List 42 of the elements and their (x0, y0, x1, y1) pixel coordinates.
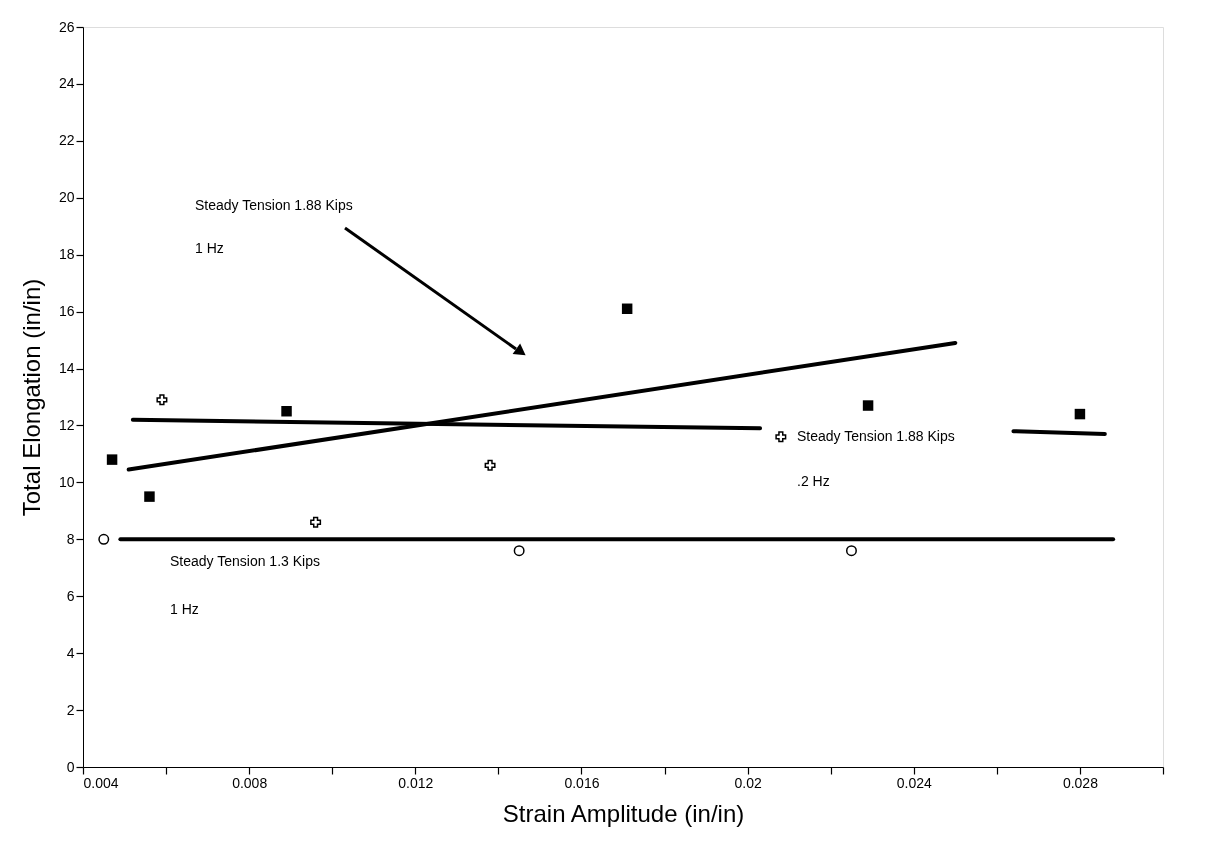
point (281, 405, 292, 417)
point (144, 491, 155, 502)
x-tick-label: 0.008 (232, 774, 268, 791)
y-tick-label: 12 (58, 416, 75, 433)
x-tick-label: 0.012 (398, 774, 434, 791)
y-tick-label: 14 (58, 360, 75, 377)
y-tick-label: 16 (58, 303, 75, 320)
point (775, 431, 787, 443)
y-tick-label: 10 (58, 473, 75, 490)
y-tick-label: 26 (58, 18, 75, 35)
y-axis-title: Total Elongation (in/in) (17, 278, 45, 517)
x-tick-label: 0.024 (896, 774, 932, 791)
point (862, 400, 874, 411)
point (845, 545, 857, 557)
y-tick-label: 4 (66, 644, 75, 661)
x-tick-label: 0.028 (1062, 774, 1099, 791)
point (310, 516, 322, 528)
point (106, 454, 118, 465)
y-tick-label: 8 (66, 530, 75, 547)
annotation: 1 Hz (170, 601, 199, 617)
point (484, 459, 496, 471)
y-tick-label: 20 (58, 189, 75, 206)
point (1074, 408, 1086, 420)
point (621, 303, 633, 315)
point (513, 545, 525, 557)
y-tick-label: 0 (66, 758, 75, 775)
annotation: .2 Hz (797, 473, 830, 489)
x-tick-label: 0.016 (564, 774, 600, 791)
y-tick-label: 18 (58, 246, 75, 263)
x-tick-label: 0.02 (734, 774, 762, 791)
annotation: 1 Hz (195, 240, 224, 256)
annotation: Steady Tension 1.88 Kips (797, 428, 955, 444)
x-axis-title: Strain Amplitude (in/in) (502, 799, 745, 827)
y-tick-label: 22 (58, 132, 75, 149)
y-tick-label: 24 (58, 75, 75, 92)
annotation: Steady Tension 1.88 Kips (195, 197, 353, 213)
y-tick-label: 2 (66, 701, 75, 718)
x-tick-label: 0.004 (83, 774, 119, 791)
point (156, 394, 168, 406)
annotation: Steady Tension 1.3 Kips (170, 553, 320, 569)
y-tick-label: 6 (66, 587, 75, 604)
point (98, 533, 110, 545)
